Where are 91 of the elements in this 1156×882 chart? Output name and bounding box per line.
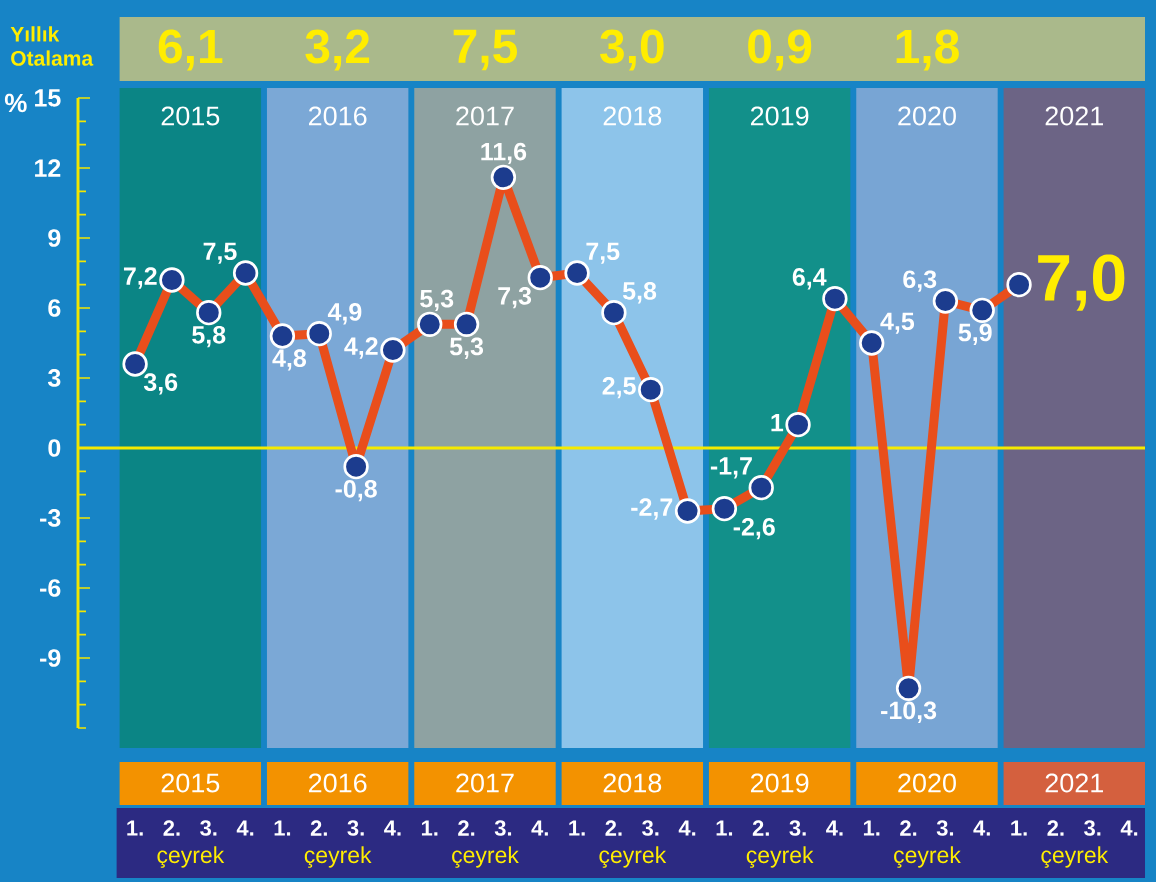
text: 3,2 [305,29,370,71]
band-label: 2018 [603,773,662,793]
data-label: 4,9 [327,303,362,325]
y-tick-label: 15 [35,89,61,107]
x-tick-label: 1. [569,820,585,836]
data-label: 5,3 [449,337,484,359]
data-label: 7,3 [498,286,532,309]
x2-tick-label: 2018 [603,106,662,126]
y-tick-label: -3 [40,509,61,527]
x-tick-label: 1. [274,820,291,836]
x2-tick-label: 2015 [161,106,220,126]
y-tick-label: 3 [47,369,61,387]
data-label: 7,5 [586,242,620,264]
data-label: 4,5 [880,312,915,334]
x-tick-label: 1. [1011,820,1027,836]
data-label: -1,7 [710,457,752,479]
y-tick-label: 12 [35,159,61,177]
text: 1,8 [896,29,959,71]
data-label: 4,8 [272,349,307,371]
x-tick-label: 4. [1120,820,1138,836]
text: çeyrek [746,846,814,868]
y-tick-label: 9 [48,229,61,247]
x-tick-label: 1. [127,820,143,836]
x-tick-label: 2. [458,820,475,836]
y-tick-label: 0 [48,439,61,457]
x-tick-label: 4. [678,820,696,836]
y-axis-title: % [4,93,27,113]
text: 3,0 [600,29,664,71]
x-tick-label: 1. [716,820,733,836]
x-tick-label: 4. [531,820,548,836]
data-label: -2,7 [631,498,673,520]
x-tick-label: 4. [384,820,401,836]
x-tick-label: 3. [789,820,806,836]
data-label: 6,4 [792,268,827,290]
data-label: 3,6 [143,373,178,395]
data-label: -2,6 [733,517,775,540]
x-tick-label: 3. [642,820,659,836]
data-label: -0,8 [335,479,377,502]
text: çeyrek [304,846,372,868]
y-tick-label: 6 [48,299,61,317]
band-label: 2015 [161,773,220,793]
x2-tick-label: 2017 [456,106,514,126]
data-label: 7,5 [203,242,237,264]
data-label: -10,3 [881,701,937,723]
data-label: 5,9 [958,323,992,345]
data-label: 4,2 [344,337,378,359]
x-tick-label: 3. [200,820,217,836]
text: çeyrek [894,846,961,868]
x-axis-title: çeyrek [157,846,225,868]
band-label: 2019 [750,773,809,793]
band-label: 2021 [1045,773,1103,793]
text: 7,5 [453,29,517,71]
data-label: 5,8 [192,325,226,348]
data-label: 2,5 [602,376,636,399]
x-tick-label: 2. [1047,820,1064,836]
data-label: 1 [771,414,784,432]
x-tick-label: 3. [1084,820,1101,836]
x-tick-label: 4. [826,820,843,836]
x-tick-label: 3. [494,820,512,836]
text: Yıllık Otalama [10,26,94,66]
y-tick-label: -6 [40,579,61,597]
y-tick-label: -9 [40,649,61,667]
text: çeyrek [1041,846,1109,868]
x2-tick-label: 2019 [750,106,809,126]
data-label: 11,6 [481,142,527,165]
data-label: 7,0 [1038,254,1125,311]
x-tick-label: 2. [900,820,917,836]
data-label: 6,3 [903,270,937,292]
x-tick-label: 4. [236,820,254,836]
data-label: 7,2 [123,267,157,289]
x-tick-label: 1. [421,820,438,836]
text: 6,1 [158,29,223,71]
text: çeyrek [599,846,667,868]
x-tick-label: 2. [605,820,622,836]
x-tick-label: 2. [752,820,769,836]
data-label: 5,8 [622,282,657,304]
x-tick-label: 2. [163,820,180,836]
band-label: 2017 [456,773,514,793]
band-label: 2016 [308,773,367,793]
x2-tick-label: 2021 [1045,106,1103,126]
text: çeyrek [452,846,519,868]
data-label: 5,3 [420,289,454,312]
x-tick-label: 3. [347,820,364,836]
x-tick-label: 2. [310,820,327,836]
band-label: 2020 [898,773,956,793]
x-tick-label: 1. [863,820,880,836]
x-tick-label: 3. [936,820,954,836]
text: 0,9 [748,29,812,71]
x2-tick-label: 2020 [898,106,956,126]
x2-tick-label: 2016 [308,106,367,126]
x-tick-label: 4. [973,820,990,836]
